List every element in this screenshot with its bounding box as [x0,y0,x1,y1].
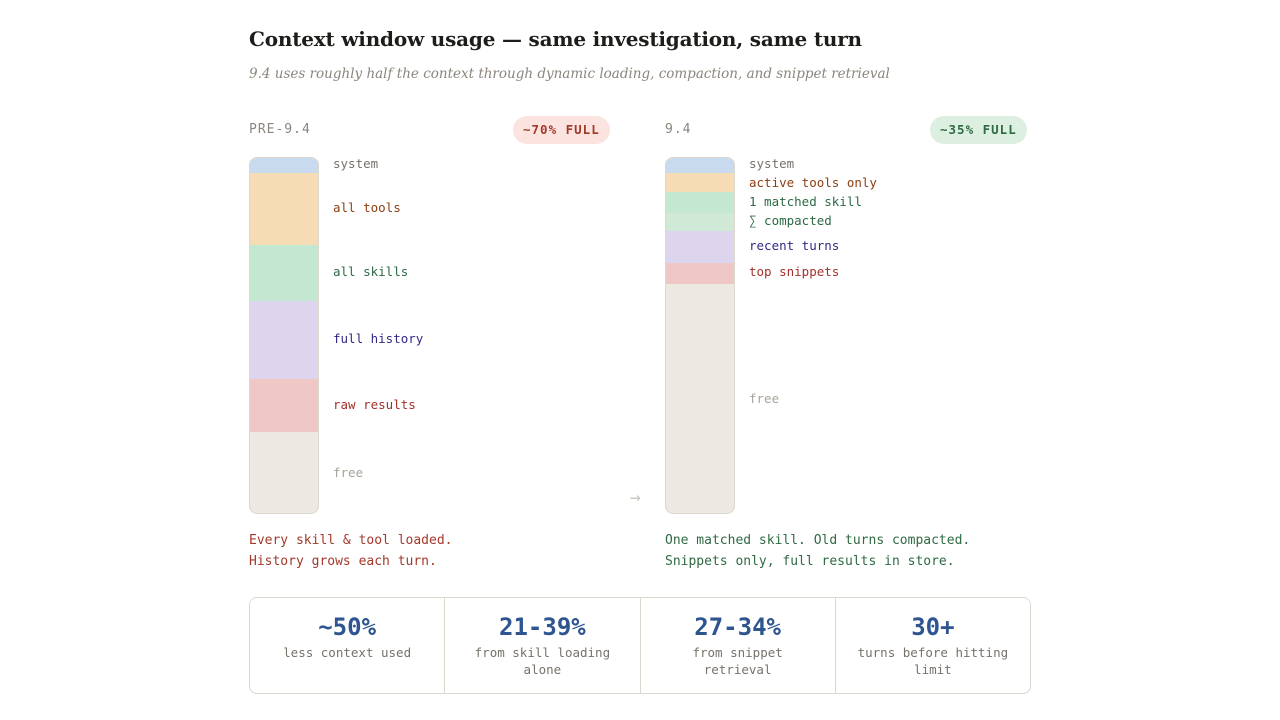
stat-label: from skill loading alone [474,645,611,677]
segment-free [666,284,734,513]
segment-compacted [666,212,734,231]
segment-tools [250,172,318,246]
caption-after-line-2: Snippets only, full results in store. [665,554,955,569]
segment-history [666,230,734,263]
panel-after-label: 9.4 [665,122,692,137]
segment-label-free: free [333,464,364,480]
stat-value: 27-34% [694,613,781,641]
segment-label-free: free [749,390,780,406]
stat-label: from snippet retrieval [692,645,783,677]
context-bar-before [249,157,319,514]
caption-after: One matched skill. Old turns compacted. … [665,530,970,572]
page-subtitle: 9.4 uses roughly half the context throug… [249,66,890,82]
stat-card: 30+ turns before hitting limit [836,598,1030,693]
segment-skills [250,245,318,302]
segment-skills [666,191,734,213]
caption-before: Every skill & tool loaded. History grows… [249,530,453,572]
segment-results [250,379,318,433]
segment-label-history: full history [333,331,424,347]
stat-value: 21-39% [499,613,586,641]
segment-label-tools: active tools only [749,175,877,191]
segment-label-skills: 1 matched skill [749,194,862,210]
arrow-icon: → [630,487,641,508]
segment-system [250,158,318,173]
context-bar-after [665,157,735,514]
caption-before-line-2: History grows each turn. [249,554,437,569]
caption-before-line-1: Every skill & tool loaded. [249,533,453,548]
stats-row: ~50% less context used 21-39% from skill… [249,597,1031,694]
segment-system [666,158,734,173]
segment-label-compacted: ∑ compacted [749,213,832,229]
segment-label-skills: all skills [333,264,409,280]
segment-label-history: recent turns [749,237,840,253]
panel-after-badge: ~35% FULL [930,116,1027,144]
stat-value: ~50% [318,613,377,641]
segment-label-results: top snippets [749,264,840,280]
page-title: Context window usage — same investigatio… [249,27,862,51]
segment-label-tools: all tools [333,200,401,216]
segment-label-system: system [333,156,379,172]
segment-label-results: raw results [333,396,416,412]
stat-value: 30+ [911,613,955,641]
segment-history [250,301,318,380]
stat-label: less context used [283,645,412,660]
segment-label-system: system [749,156,795,172]
caption-after-line-1: One matched skill. Old turns compacted. [665,533,971,548]
stat-label: turns before hitting limit [857,645,1009,677]
panel-before-label: PRE-9.4 [249,122,311,137]
stat-card: ~50% less context used [250,598,446,693]
segment-results [666,262,734,285]
panel-before-badge: ~70% FULL [513,116,610,144]
stat-card: 21-39% from skill loading alone [445,598,641,693]
stat-card: 27-34% from snippet retrieval [641,598,836,693]
segment-free [250,432,318,513]
segment-tools [666,172,734,192]
